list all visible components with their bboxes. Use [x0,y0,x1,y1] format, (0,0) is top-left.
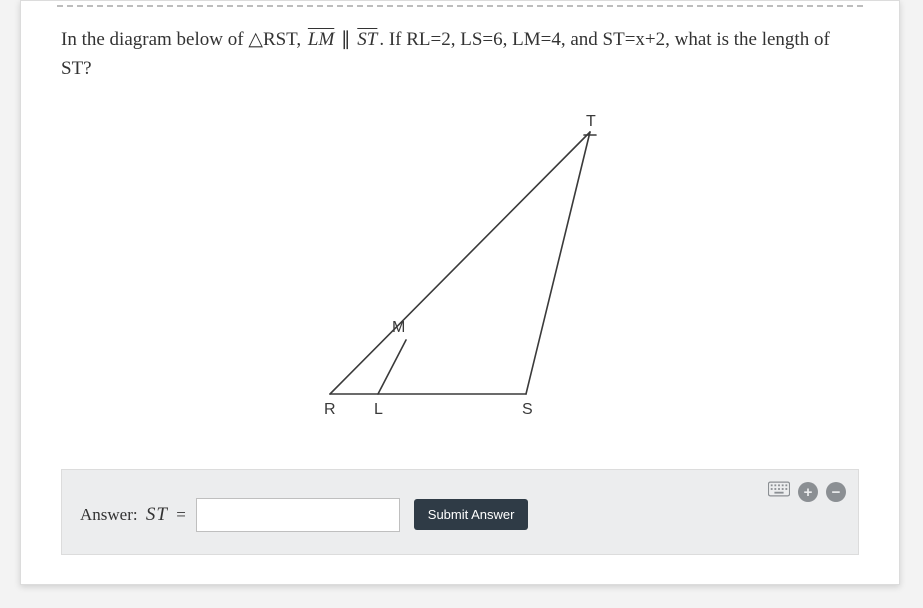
answer-equals: = [176,505,186,524]
plus-icon[interactable]: + [798,482,818,502]
question-text: In the diagram below of △RST, LM ∥ ST. I… [21,7,899,84]
answer-bar: + − Answer: ST = Submit Answer [61,469,859,555]
triangle-diagram: R L S M T [270,114,650,434]
svg-text:L: L [374,401,383,418]
answer-input[interactable] [196,498,400,532]
diagram-container: R L S M T [21,84,899,449]
segment-st: ST [355,29,379,50]
parallel-symbol: ∥ [336,29,355,50]
triangle-symbol: △ [248,29,263,50]
svg-text:R: R [324,401,336,418]
submit-answer-button[interactable]: Submit Answer [414,499,529,530]
svg-text:M: M [392,319,405,336]
keyboard-icon[interactable] [768,478,790,500]
question-prefix: In the diagram below of [61,29,248,50]
minus-icon[interactable]: − [826,482,846,502]
triangle-name: RST [263,29,296,50]
answer-bar-icons: + − [764,478,846,503]
answer-label: Answer: ST = [80,504,186,526]
segment-lm: LM [306,29,336,50]
answer-variable: ST [142,504,172,525]
svg-text:T: T [586,114,596,130]
question-mid1: , [296,29,306,50]
problem-card: In the diagram below of △RST, LM ∥ ST. I… [20,0,900,585]
svg-text:S: S [522,401,533,418]
answer-prefix: Answer: [80,505,138,524]
